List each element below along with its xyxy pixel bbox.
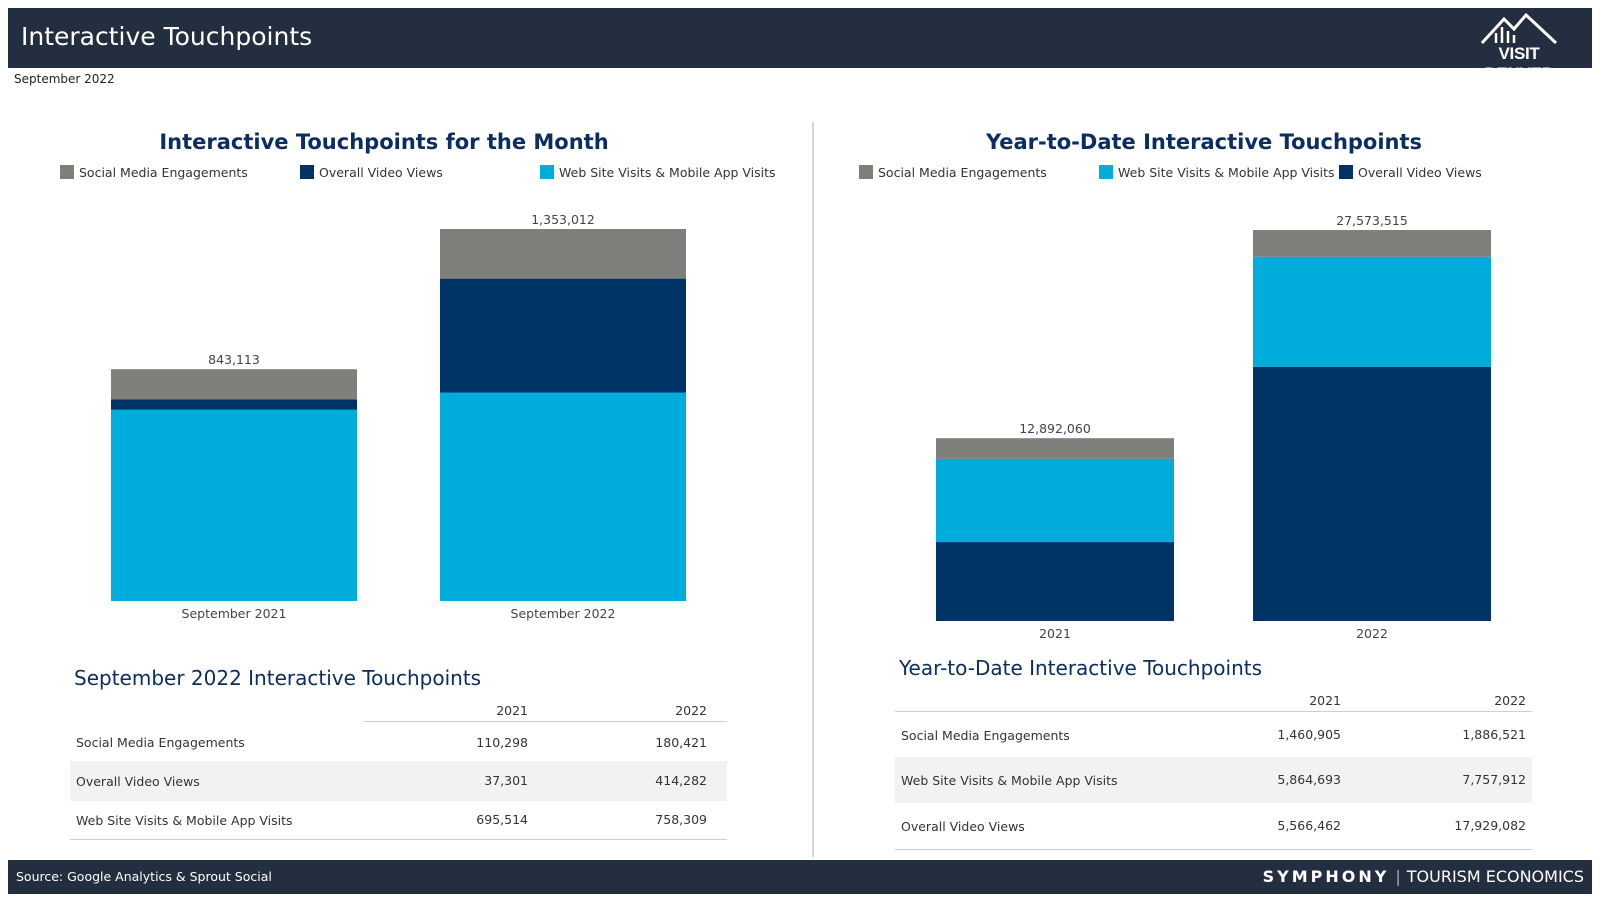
bar-segment-video-0: [936, 542, 1174, 621]
legend-swatch-social: [60, 165, 74, 179]
category-label-1: September 2022: [511, 606, 616, 621]
table-bottom-rule: [70, 839, 727, 840]
month-legend-video: Overall Video Views: [300, 165, 443, 180]
month-table: 2021 2022 Social Media Engagements 110,2…: [70, 700, 727, 840]
page-title: Interactive Touchpoints: [21, 22, 313, 51]
column-header-2022: 2022: [1494, 693, 1526, 708]
bar-segment-social-0: [936, 438, 1174, 459]
report-date: September 2022: [14, 72, 115, 86]
brand-primary: SYMPHONY: [1262, 867, 1390, 886]
value-2021: 5,864,693: [1277, 772, 1341, 787]
header-bar: Interactive Touchpoints VISIT DENVER: [8, 8, 1592, 83]
legend-label: Social Media Engagements: [79, 165, 248, 180]
value-2021: 5,566,462: [1277, 818, 1341, 833]
legend-label: Web Site Visits & Mobile App Visits: [559, 165, 776, 180]
legend-swatch-web: [540, 165, 554, 179]
ytd-table-title: Year-to-Date Interactive Touchpoints: [899, 656, 1263, 680]
value-2022: 1,886,521: [1462, 727, 1526, 742]
legend-swatch-video: [300, 165, 314, 179]
mountain-logo-icon: [1480, 13, 1558, 45]
symphony-brand: SYMPHONY | TOURISM ECONOMICS: [1263, 867, 1584, 886]
header-rule: [364, 721, 727, 722]
ytd-chart-title: Year-to-Date Interactive Touchpoints: [985, 130, 1423, 154]
value-2022: 758,309: [655, 812, 707, 827]
row-label: Overall Video Views: [76, 774, 200, 789]
legend-label: Social Media Engagements: [878, 165, 1047, 180]
bar-segment-video-1: [440, 278, 686, 393]
legend-swatch-video: [1339, 165, 1353, 179]
bar-segment-web-1: [1253, 256, 1491, 367]
ytd-legend-social: Social Media Engagements: [859, 165, 1047, 180]
bar-segment-video-1: [1253, 366, 1491, 621]
bar-segment-social-1: [1253, 230, 1491, 257]
value-2022: 414,282: [655, 773, 707, 788]
visit-denver-logo: VISIT DENVER: [1464, 13, 1574, 83]
bar-segment-web-0: [111, 409, 357, 601]
legend-swatch-social: [859, 165, 873, 179]
month-table-title: September 2022 Interactive Touchpoints: [74, 666, 482, 690]
footer-bar: Source: Google Analytics & Sprout Social…: [8, 860, 1592, 894]
column-header-2021: 2021: [1309, 693, 1341, 708]
table-bottom-rule: [895, 849, 1532, 850]
legend-label: Overall Video Views: [1358, 165, 1482, 180]
table-row: Overall Video Views 5,566,462 17,929,082: [895, 803, 1532, 849]
total-label-0: 12,892,060: [1019, 421, 1091, 436]
value-2022: 180,421: [655, 735, 707, 750]
month-chart-title: Interactive Touchpoints for the Month: [159, 130, 609, 154]
column-header-2021: 2021: [496, 703, 528, 718]
category-label-0: 2021: [1039, 626, 1071, 641]
table-row: Overall Video Views 37,301 414,282: [70, 761, 727, 801]
category-label-0: September 2021: [182, 606, 287, 621]
bar-segment-web-0: [936, 458, 1174, 543]
row-label: Social Media Engagements: [901, 728, 1070, 743]
source-note: Source: Google Analytics & Sprout Social: [16, 869, 272, 884]
logo-text: VISIT DENVER: [1484, 44, 1554, 83]
legend-label: Overall Video Views: [319, 165, 443, 180]
brand-secondary: TOURISM ECONOMICS: [1406, 867, 1584, 886]
value-2022: 17,929,082: [1454, 818, 1526, 833]
bar-segment-video-0: [111, 399, 357, 410]
month-legend-web: Web Site Visits & Mobile App Visits: [540, 165, 776, 180]
ytd-table: 2021 2022 Social Media Engagements 1,460…: [895, 690, 1532, 850]
ytd-legend-web: Web Site Visits & Mobile App Visits: [1099, 165, 1335, 180]
row-label: Web Site Visits & Mobile App Visits: [76, 813, 293, 828]
legend-swatch-web: [1099, 165, 1113, 179]
table-header: 2021 2022: [895, 690, 1532, 712]
value-2022: 7,757,912: [1462, 772, 1526, 787]
table-row: Web Site Visits & Mobile App Visits 5,86…: [895, 757, 1532, 803]
value-2021: 695,514: [476, 812, 528, 827]
row-label: Web Site Visits & Mobile App Visits: [901, 773, 1118, 788]
table-header: 2021 2022: [70, 700, 727, 722]
brand-separator: |: [1395, 867, 1401, 886]
bar-segment-social-0: [111, 369, 357, 400]
value-2021: 37,301: [484, 773, 528, 788]
column-header-2022: 2022: [675, 703, 707, 718]
row-label: Overall Video Views: [901, 819, 1025, 834]
row-label: Social Media Engagements: [76, 735, 245, 750]
bar-segment-web-1: [440, 392, 686, 601]
section-divider: [812, 122, 814, 857]
table-row: Social Media Engagements 1,460,905 1,886…: [895, 713, 1532, 757]
value-2021: 1,460,905: [1277, 727, 1341, 742]
table-row: Social Media Engagements 110,298 180,421: [70, 723, 727, 761]
value-2021: 110,298: [476, 735, 528, 750]
total-label-1: 1,353,012: [531, 212, 595, 227]
legend-label: Web Site Visits & Mobile App Visits: [1118, 165, 1335, 180]
table-row: Web Site Visits & Mobile App Visits 695,…: [70, 801, 727, 839]
total-label-0: 843,113: [208, 352, 260, 367]
bar-segment-social-1: [440, 229, 686, 279]
total-label-1: 27,573,515: [1336, 213, 1408, 228]
header-rule: [895, 711, 1532, 712]
ytd-legend-video: Overall Video Views: [1339, 165, 1482, 180]
month-legend-social: Social Media Engagements: [60, 165, 248, 180]
category-label-1: 2022: [1356, 626, 1388, 641]
